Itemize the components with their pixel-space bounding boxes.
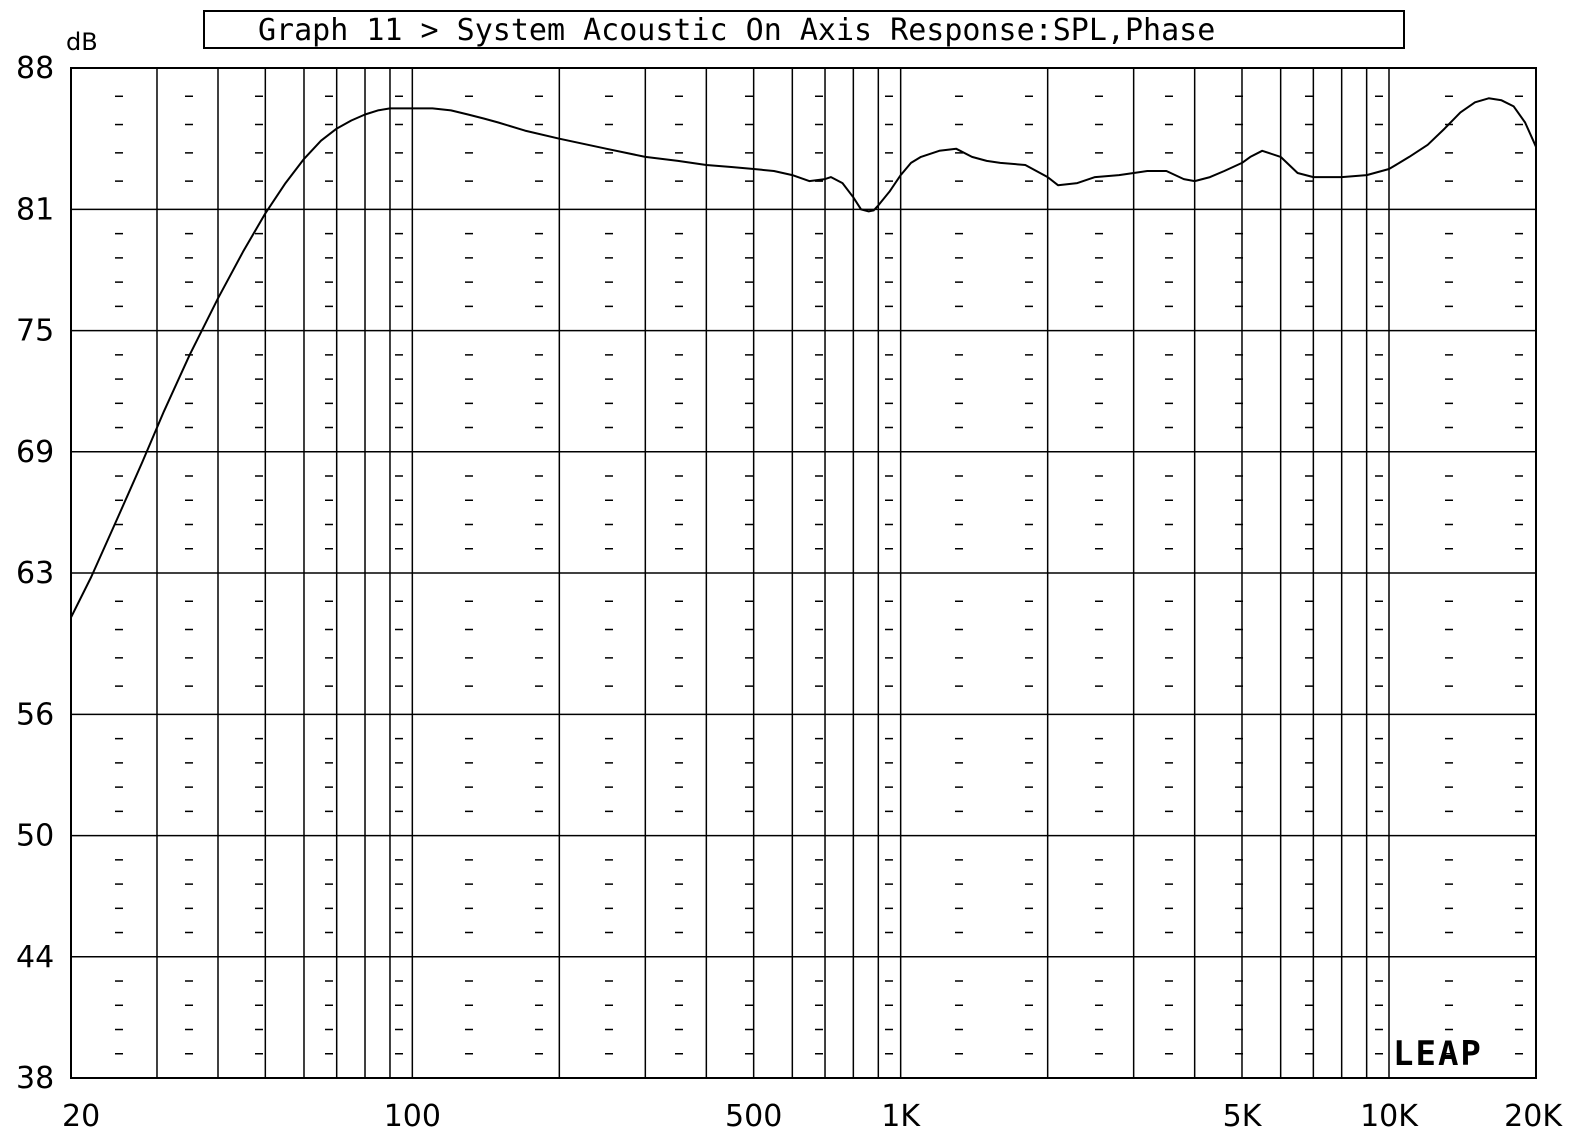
- x-tick-label: 5K: [1223, 1099, 1263, 1134]
- y-axis-unit-label: dB: [66, 28, 98, 56]
- chart-title: Graph 11 > System Acoustic On Axis Respo…: [258, 13, 1215, 48]
- y-tick-label: 88: [16, 51, 54, 86]
- x-tick-label: 500: [725, 1099, 782, 1134]
- x-tick-label: 1K: [881, 1099, 921, 1134]
- y-tick-label: 75: [16, 314, 54, 349]
- y-tick-labels: 88 81 75 69 63 56 50 44 38: [16, 51, 54, 1096]
- leap-logo-watermark: LEAP: [1393, 1034, 1483, 1074]
- x-tick-label: 20K: [1504, 1099, 1563, 1134]
- y-tick-label: 69: [16, 435, 54, 470]
- y-tick-label: 81: [16, 192, 54, 227]
- y-tick-label: 56: [16, 697, 54, 732]
- major-grid: [71, 67, 1536, 1079]
- title-box: [203, 10, 1405, 49]
- plot-frame: [70, 67, 1537, 1079]
- x-tick-label: 20: [62, 1099, 100, 1134]
- x-tick-labels: 20 100 500 1K 5K 10K 20K: [62, 1099, 1563, 1134]
- y-tick-label: 50: [16, 819, 54, 854]
- spl-response-line: [70, 97, 1537, 618]
- x-tick-label: 100: [384, 1099, 441, 1134]
- y-tick-label: 63: [16, 556, 54, 591]
- y-tick-label: 38: [16, 1061, 54, 1096]
- y-tick-label: 44: [16, 940, 54, 975]
- x-tick-label: 10K: [1360, 1099, 1419, 1134]
